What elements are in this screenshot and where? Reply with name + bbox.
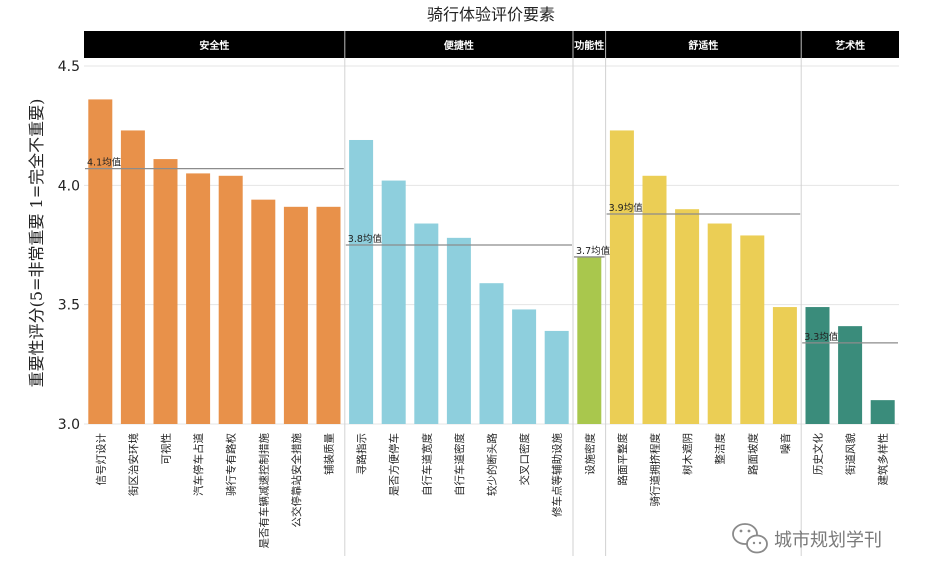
x-tick-label: 噪音 <box>779 433 792 454</box>
x-tick-label: 寻路指示 <box>355 433 368 475</box>
x-tick-label: 铺装质量 <box>323 433 336 475</box>
x-tick-label: 街区治安环境 <box>127 433 140 496</box>
bar <box>609 130 634 424</box>
x-tick-label: 是否有车辆减速控制措施 <box>257 433 270 549</box>
wechat-icon <box>732 523 768 554</box>
y-tick-label: 3.5 <box>58 298 80 314</box>
watermark: 城市规划学刊 <box>732 523 882 554</box>
average-label: 4.1均值 <box>87 157 122 169</box>
bar <box>349 139 374 424</box>
bar <box>120 130 145 424</box>
bar <box>251 199 276 424</box>
x-tick-label: 交叉口密度 <box>518 433 531 486</box>
bar <box>186 173 211 424</box>
group-header-label: 功能性 <box>574 39 604 52</box>
x-tick-label: 较少的断头路 <box>486 433 499 496</box>
bar <box>153 159 178 424</box>
bar <box>218 175 243 424</box>
x-tick-label: 设施密度 <box>583 433 596 475</box>
bar <box>479 283 504 424</box>
x-tick-label: 建筑多样性 <box>877 433 890 486</box>
bar <box>838 326 863 424</box>
average-label: 3.3均值 <box>804 331 839 343</box>
bar <box>544 330 569 424</box>
bar <box>740 235 765 424</box>
x-tick-label: 可视性 <box>160 433 173 465</box>
x-tick-label: 公交停靠站安全措施 <box>290 433 303 528</box>
group-header-label: 便捷性 <box>444 39 474 52</box>
x-tick-label: 自行车道宽度 <box>420 433 433 496</box>
group-header-label: 安全性 <box>199 39 229 52</box>
x-tick-label: 骑行道拥挤程度 <box>649 433 662 507</box>
average-label: 3.9均值 <box>609 202 644 214</box>
bar <box>414 223 439 424</box>
bar <box>707 223 732 424</box>
bar <box>381 180 406 424</box>
x-tick-label: 树木遮阴 <box>681 433 694 475</box>
x-tick-label: 街道风貌 <box>844 433 857 475</box>
bar <box>88 99 113 424</box>
bar <box>512 309 537 424</box>
x-tick-label: 历史文化 <box>812 433 825 475</box>
bar <box>772 307 797 424</box>
average-lines: 4.1均值 3.8均值 3.7均值 3.9均值 3.3均值 <box>85 157 898 344</box>
x-tick-label: 是否方便停车 <box>388 433 401 496</box>
x-tick-label: 自行车道密度 <box>453 433 466 496</box>
x-tick-label: 路面坡度 <box>746 433 759 475</box>
x-tick-label: 信号灯设计 <box>94 433 107 486</box>
average-label: 3.8均值 <box>348 233 383 245</box>
average-label: 3.7均值 <box>576 245 611 257</box>
x-tick-label: 路面平整度 <box>616 433 629 486</box>
bar <box>577 256 602 424</box>
y-tick-label: 3.0 <box>58 417 80 433</box>
y-axis-ticks: 3.0 3.5 4.0 4.5 <box>58 59 80 433</box>
group-headers: 安全性 便捷性 功能性 舒适性 艺术性 <box>199 31 865 58</box>
y-axis-label: 重要性评分(5=非常重要 1=完全不重要) <box>27 99 46 388</box>
bar <box>805 307 830 424</box>
y-tick-label: 4.0 <box>58 178 80 194</box>
watermark-text: 城市规划学刊 <box>774 530 882 551</box>
x-tick-label: 修车点等辅助设施 <box>551 433 564 517</box>
bars <box>88 99 895 424</box>
group-header-label: 艺术性 <box>835 39 865 52</box>
x-axis-labels: 信号灯设计 街区治安环境 可视性 汽车停车占道 骑行专有路权 是否有车辆减速控制措施 公交停… <box>94 433 889 549</box>
x-tick-label: 整洁度 <box>714 433 727 465</box>
chart-title: 骑行体验评价要素 <box>427 5 555 24</box>
x-tick-label: 汽车停车占道 <box>192 433 205 496</box>
bar <box>446 237 471 424</box>
group-header-label: 舒适性 <box>688 39 718 52</box>
y-tick-label: 4.5 <box>58 59 80 75</box>
bar <box>675 209 700 424</box>
x-tick-label: 骑行专有路权 <box>225 433 238 496</box>
bar <box>316 206 341 424</box>
bar <box>870 400 895 424</box>
bar <box>642 175 667 424</box>
category-header-band <box>84 31 899 58</box>
bar <box>283 206 308 424</box>
